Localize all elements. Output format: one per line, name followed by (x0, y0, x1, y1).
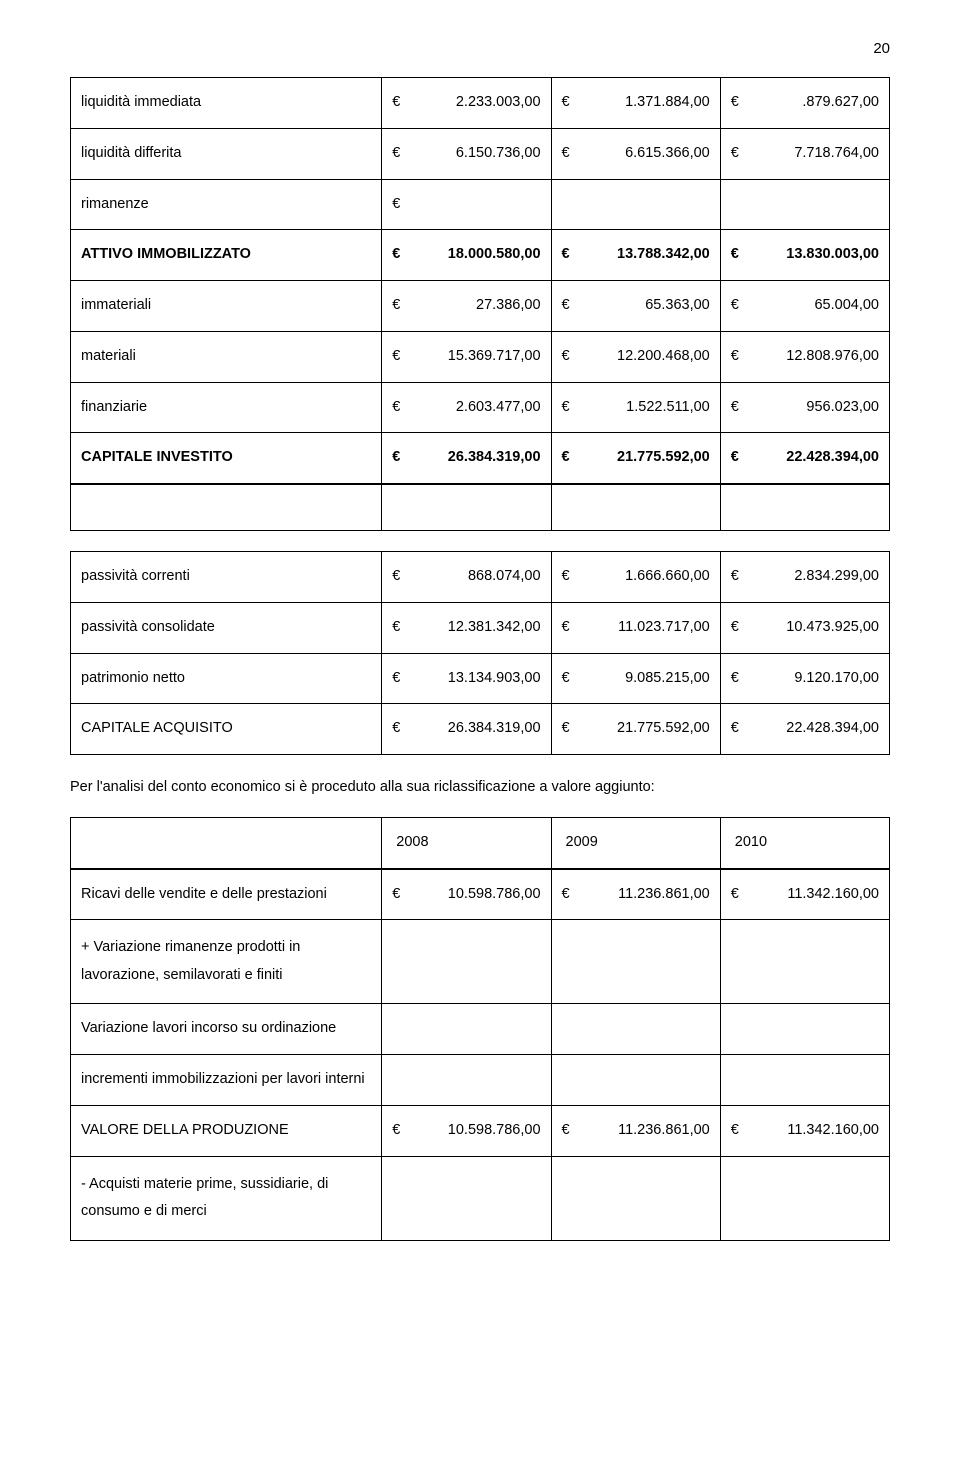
table-row: - Acquisti materie prime, sussidiarie, d… (71, 1156, 890, 1240)
table-conto-economico: Ricavi delle vendite e delle prestazioni… (70, 869, 890, 1241)
table-balance-top: liquidità immediata€ 2.233.003,00€ 1.371… (70, 77, 890, 484)
intro-text: Per l'analisi del conto economico si è p… (70, 777, 890, 799)
table-row: immateriali€ 27.386,00€ 65.363,00€ 65.00… (71, 281, 890, 332)
table-row: incrementi immobilizzazioni per lavori i… (71, 1055, 890, 1106)
table-row: finanziarie€ 2.603.477,00€ 1.522.511,00€… (71, 382, 890, 433)
year-2010: 2010 (720, 817, 889, 868)
table-passivita: passività correnti€ 868.074,00€ 1.666.66… (70, 551, 890, 755)
table-row: rimanenze€ (71, 179, 890, 230)
table-row: liquidità differita€ 6.150.736,00€ 6.615… (71, 128, 890, 179)
table-row: patrimonio netto€ 13.134.903,00€ 9.085.2… (71, 653, 890, 704)
table-row: passività consolidate€ 12.381.342,00€ 11… (71, 602, 890, 653)
table-row: materiali€ 15.369.717,00€ 12.200.468,00€… (71, 331, 890, 382)
table-row: liquidità immediata€ 2.233.003,00€ 1.371… (71, 78, 890, 129)
table-empty-row (70, 484, 890, 531)
year-2009: 2009 (551, 817, 720, 868)
table-row: CAPITALE INVESTITO€ 26.384.319,00€ 21.77… (71, 433, 890, 484)
table-row: + Variazione rimanenze prodotti in lavor… (71, 920, 890, 1004)
table-row: Ricavi delle vendite e delle prestazioni… (71, 869, 890, 920)
table-row: VALORE DELLA PRODUZIONE€ 10.598.786,00€ … (71, 1105, 890, 1156)
page-number: 20 (70, 40, 890, 57)
year-2008: 2008 (382, 817, 551, 868)
table-years-header: 2008 2009 2010 (70, 817, 890, 869)
table-row: CAPITALE ACQUISITO€ 26.384.319,00€ 21.77… (71, 704, 890, 755)
table-row: Variazione lavori incorso su ordinazione (71, 1004, 890, 1055)
table-row: ATTIVO IMMOBILIZZATO€ 18.000.580,00€ 13.… (71, 230, 890, 281)
table-row: passività correnti€ 868.074,00€ 1.666.66… (71, 552, 890, 603)
